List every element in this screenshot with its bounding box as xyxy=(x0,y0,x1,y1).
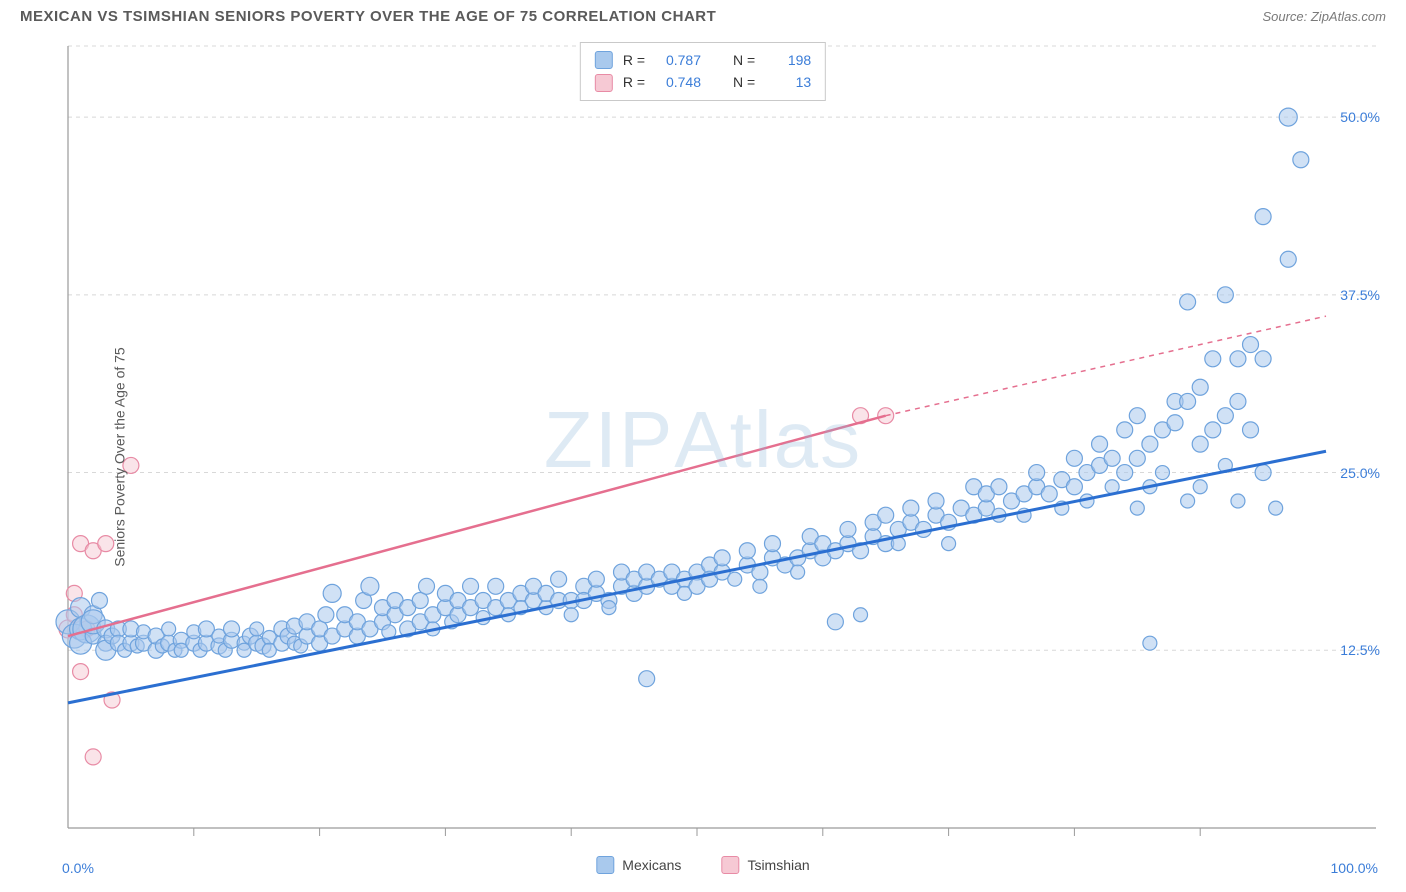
scatter-chart-svg xyxy=(20,38,1386,876)
y-tick-label: 12.5% xyxy=(1340,642,1380,658)
source-name: ZipAtlas.com xyxy=(1311,9,1386,24)
legend-item-mexicans: Mexicans xyxy=(596,856,681,874)
n-label: N = xyxy=(733,49,755,71)
x-axis-max-label: 100.0% xyxy=(1331,860,1378,876)
y-axis-label: Seniors Poverty Over the Age of 75 xyxy=(112,347,128,566)
y-tick-label: 25.0% xyxy=(1340,465,1380,481)
r-value-tsimshian: 0.748 xyxy=(655,71,701,93)
y-tick-label: 37.5% xyxy=(1340,287,1380,303)
y-tick-label: 50.0% xyxy=(1340,109,1380,125)
legend-row-tsimshian: R = 0.748 N = 13 xyxy=(595,71,811,93)
swatch-mexicans xyxy=(596,856,614,874)
legend-label-mexicans: Mexicans xyxy=(622,857,681,873)
legend-label-tsimshian: Tsimshian xyxy=(747,857,809,873)
x-axis-min-label: 0.0% xyxy=(62,860,94,876)
r-label: R = xyxy=(623,71,645,93)
r-label: R = xyxy=(623,49,645,71)
n-label: N = xyxy=(733,71,755,93)
legend-row-mexicans: R = 0.787 N = 198 xyxy=(595,49,811,71)
swatch-mexicans xyxy=(595,51,613,69)
n-value-mexicans: 198 xyxy=(765,49,811,71)
swatch-tsimshian xyxy=(721,856,739,874)
chart-title: MEXICAN VS TSIMSHIAN SENIORS POVERTY OVE… xyxy=(20,8,716,25)
swatch-tsimshian xyxy=(595,74,613,92)
legend-item-tsimshian: Tsimshian xyxy=(721,856,809,874)
source-label: Source: ZipAtlas.com xyxy=(1262,9,1386,24)
series-legend: Mexicans Tsimshian xyxy=(596,856,809,874)
correlation-legend: R = 0.787 N = 198 R = 0.748 N = 13 xyxy=(580,42,826,101)
n-value-tsimshian: 13 xyxy=(765,71,811,93)
r-value-mexicans: 0.787 xyxy=(655,49,701,71)
chart-container: Seniors Poverty Over the Age of 75 ZIPAt… xyxy=(20,38,1386,876)
source-prefix: Source: xyxy=(1262,9,1310,24)
